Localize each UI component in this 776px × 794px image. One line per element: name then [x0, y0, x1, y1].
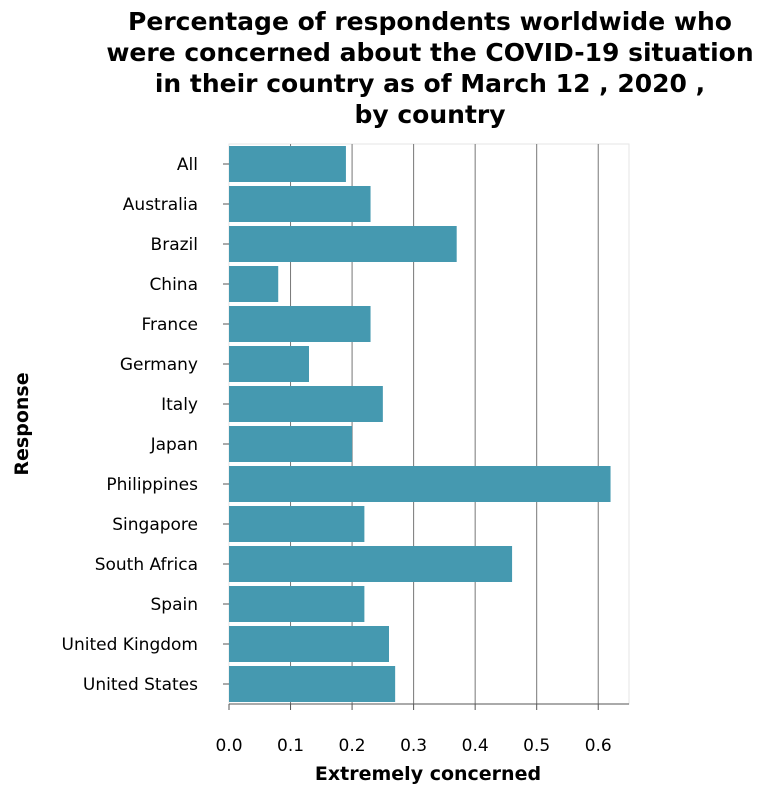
bar: [229, 306, 371, 342]
x-tick-label: 0.5: [523, 736, 550, 756]
bar: [229, 466, 611, 502]
bar: [229, 626, 389, 662]
y-tick-label: Singapore: [112, 515, 198, 535]
bars: [229, 146, 611, 702]
y-axis-title: Response: [11, 372, 33, 475]
x-tick-label: 0.6: [585, 736, 612, 756]
x-tick-label: 0.1: [277, 736, 304, 756]
y-tick-label: All: [177, 155, 198, 175]
bar: [229, 586, 365, 622]
y-tick-label: Australia: [123, 195, 198, 215]
y-tick-label: United Kingdom: [62, 635, 198, 655]
bar: [229, 266, 279, 302]
bar: [229, 226, 457, 262]
bar: [229, 426, 353, 462]
bar: [229, 506, 365, 542]
y-tick-label: Japan: [150, 435, 198, 455]
y-tick-label: South Africa: [95, 555, 198, 575]
chart-title: Percentage of respondents worldwide who …: [70, 6, 776, 130]
x-tick-label: 0.4: [462, 736, 489, 756]
y-tick-label: China: [149, 275, 198, 295]
x-axis-title: Extremely concerned: [315, 763, 541, 785]
chart-title-line: in their country as of March 12 , 2020 ,: [154, 69, 706, 98]
y-tick-label: Germany: [120, 355, 198, 375]
chart-title-line: were concerned about the COVID-19 situat…: [106, 38, 754, 67]
bar: [229, 146, 346, 182]
bar: [229, 386, 383, 422]
chart-title-line: by country: [354, 100, 506, 129]
y-tick-label: Philippines: [106, 475, 198, 495]
y-tick-label: United States: [83, 675, 198, 695]
bar: [229, 186, 371, 222]
chart-title-line: Percentage of respondents worldwide who: [128, 7, 732, 36]
y-tick-label: Brazil: [151, 235, 198, 255]
y-tick-label: Spain: [151, 595, 199, 615]
x-tick-label: 0.3: [400, 736, 427, 756]
axes: 0.0 0.1 0.2 0.3 0.4 0.5 0.6 All Australia Brazil C…: [62, 155, 629, 756]
y-tick-label: France: [141, 315, 198, 335]
y-tick-label: Italy: [161, 395, 198, 415]
x-tick-label: 0.2: [339, 736, 366, 756]
bar: [229, 546, 513, 582]
bar: [229, 666, 396, 702]
x-tick-label: 0.0: [215, 736, 242, 756]
bar: [229, 346, 309, 382]
